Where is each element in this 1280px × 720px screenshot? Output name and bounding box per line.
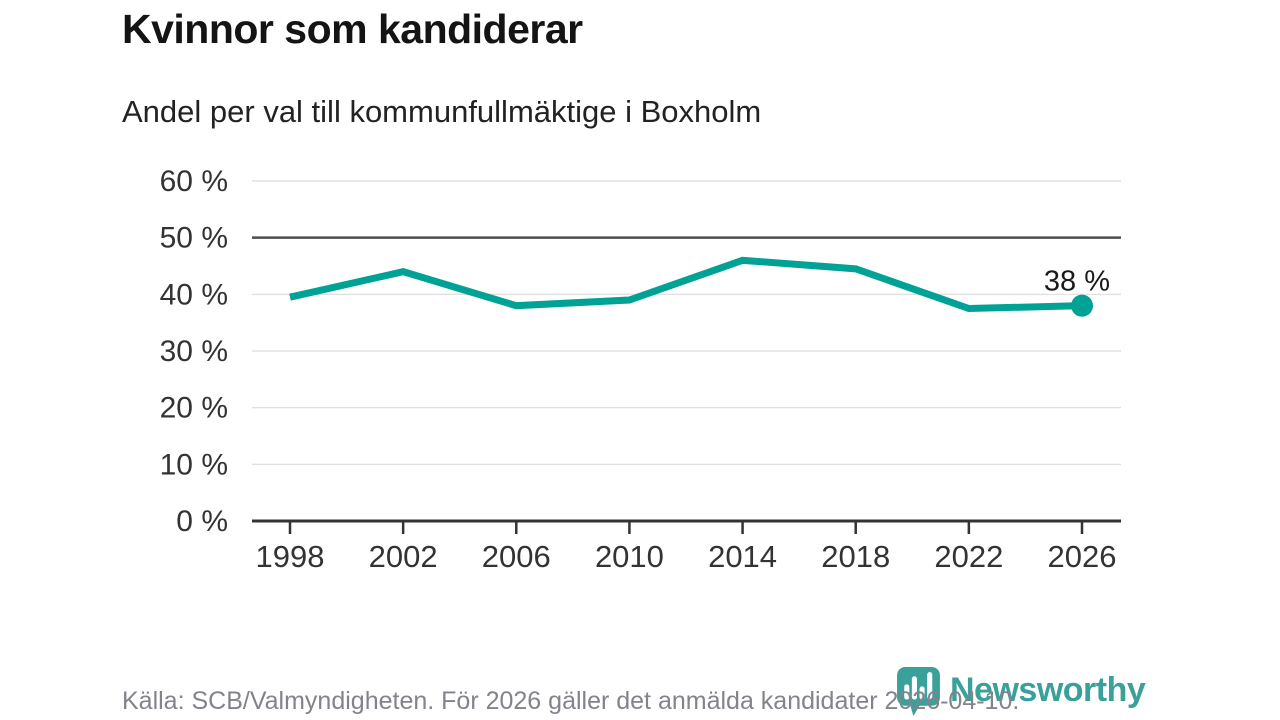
end-point-marker	[1071, 294, 1093, 317]
chart-title: Kvinnor som kandiderar	[122, 6, 583, 52]
y-axis-labels: 0 % 10 % 20 % 30 % 40 % 50 % 60 %	[160, 165, 228, 538]
logo-barchart-glyph	[904, 672, 933, 700]
y-tick-label: 50 %	[160, 222, 228, 255]
gridlines	[252, 180, 1121, 523]
newsworthy-logo-text: Newsworthy	[950, 671, 1146, 709]
x-tick-label: 2018	[821, 539, 890, 574]
source-note: Källa: SCB/Valmyndigheten. För 2026 gäll…	[122, 687, 1020, 715]
x-tick-label: 2010	[595, 539, 664, 574]
x-tick-label: 2014	[708, 539, 777, 574]
y-tick-label: 60 %	[160, 165, 228, 198]
end-point-value-label: 38 %	[1044, 266, 1110, 298]
y-tick-label: 30 %	[160, 335, 228, 368]
x-tick-label: 2002	[369, 539, 438, 574]
y-tick-label: 20 %	[160, 392, 228, 425]
y-tick-label: 0 %	[176, 505, 228, 538]
data-series: 38 %	[289, 256, 1114, 317]
chart-subtitle: Andel per val till kommunfullmäktige i B…	[122, 94, 762, 129]
x-tick-label: 2022	[934, 539, 1003, 574]
y-tick-label: 40 %	[160, 278, 228, 311]
x-tick-label: 2026	[1048, 539, 1117, 574]
newsworthy-logo: Newsworthy	[896, 666, 1146, 717]
newsworthy-logo-icon	[897, 667, 940, 716]
data-line	[289, 256, 1083, 313]
x-tick-label: 2006	[482, 539, 551, 574]
x-axis: 1998 2002 2006 2010 2014 2018 2022 2026	[256, 522, 1117, 574]
x-tick-label: 1998	[256, 539, 325, 574]
y-tick-label: 10 %	[160, 448, 228, 481]
